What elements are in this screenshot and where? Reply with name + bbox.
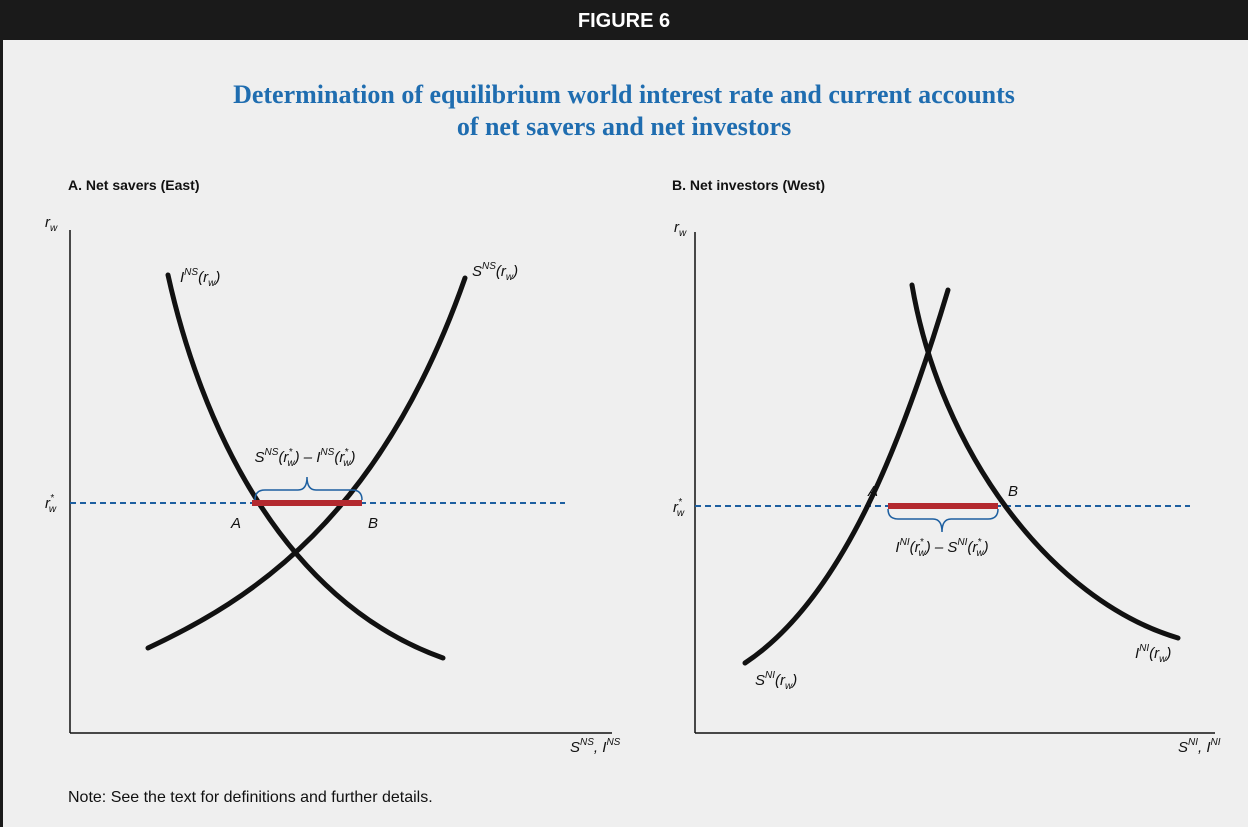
text-run: (r (967, 539, 978, 556)
left-border (0, 40, 3, 827)
text-run: S (1178, 739, 1188, 756)
script: w (919, 548, 927, 559)
script: * (50, 493, 55, 504)
math-label: r* w (45, 493, 57, 515)
script: w (679, 228, 687, 239)
script: NS (265, 447, 279, 458)
title-line: of net savers and net investors (457, 112, 791, 141)
point-label: B (368, 515, 378, 532)
math-label: SNS(rw) (472, 261, 518, 283)
script: NI (900, 537, 910, 548)
text-run: (r (910, 539, 921, 556)
script: * (344, 447, 349, 458)
text-run: (r (198, 269, 209, 286)
panel-title: B. Net investors (West) (672, 177, 825, 193)
text-run: (r (334, 449, 345, 466)
text-run: , I (1198, 739, 1211, 756)
text-run: r (45, 214, 51, 231)
script: w (677, 508, 685, 519)
note: Note: See the text for definitions and f… (68, 789, 433, 806)
script: * (977, 537, 982, 548)
saving-curve (145, 275, 468, 651)
text-run: r (674, 219, 680, 236)
text-run: (r (278, 449, 289, 466)
script: w (976, 548, 984, 559)
text-run: (r (496, 263, 507, 280)
text-run: S (472, 263, 482, 280)
title-line: Determination of equilibrium world inter… (233, 80, 1015, 109)
text-run: , I (594, 739, 607, 756)
math-label: rw (45, 214, 58, 234)
text-run: ) (1164, 645, 1171, 662)
script: w (287, 458, 295, 469)
text-run: r (45, 495, 51, 512)
script: w (1159, 654, 1167, 665)
script: w (343, 458, 351, 469)
text-run: ) (348, 449, 355, 466)
text-run: ) (213, 269, 220, 286)
panel-title: A. Net savers (East) (68, 177, 200, 193)
point-label: A (867, 483, 878, 500)
text-run: I (895, 539, 899, 556)
point-label: A (230, 515, 241, 532)
script: NS (320, 447, 334, 458)
script: NI (957, 537, 967, 548)
math-label: r* w (673, 497, 685, 519)
math-label: rw (674, 219, 687, 239)
script: NS (606, 737, 620, 748)
point-label: B (1008, 483, 1018, 500)
script: * (920, 537, 925, 548)
text-run: ) (982, 539, 989, 556)
text-run: r (673, 499, 679, 516)
script: NS (482, 261, 496, 272)
script: NS (580, 737, 594, 748)
math-label: INI(r* w) – SNI(r* w) (895, 537, 988, 559)
math-label: SNI, INI (1178, 737, 1221, 756)
text-run: ) – S (924, 539, 958, 556)
text-run: S (755, 672, 765, 689)
text-run: I (180, 269, 184, 286)
text-run: S (255, 449, 265, 466)
banner (0, 0, 1248, 40)
script: NI (765, 670, 775, 681)
text-run: (r (775, 672, 786, 689)
text-run: I (1135, 645, 1139, 662)
text-run: S (570, 739, 580, 756)
script: NI (1188, 737, 1198, 748)
script: NI (1139, 643, 1149, 654)
script: w (785, 681, 793, 692)
brace (254, 476, 363, 501)
math-label: INS(rw) (180, 267, 220, 289)
math-label: SNS, INS (570, 737, 621, 756)
script: w (208, 278, 216, 289)
script: NI (1211, 737, 1221, 748)
script: w (49, 504, 57, 515)
script: * (288, 447, 293, 458)
math-label: SNI(rw) (755, 670, 797, 692)
banner-text: FIGURE 6 (578, 10, 670, 32)
text-run: ) (790, 672, 797, 689)
script: w (50, 223, 58, 234)
text-run: ) (511, 263, 518, 280)
math-label: SNS(r* w) – INS(r* w) (255, 447, 356, 469)
text-run: ) – I (293, 449, 321, 466)
script: NS (184, 267, 198, 278)
brace (887, 508, 999, 533)
text-run: (r (1149, 645, 1160, 662)
investment-curve (909, 282, 1181, 641)
investment-curve (165, 272, 446, 661)
script: * (678, 497, 683, 508)
math-label: INI(rw) (1135, 643, 1171, 665)
script: w (506, 272, 514, 283)
